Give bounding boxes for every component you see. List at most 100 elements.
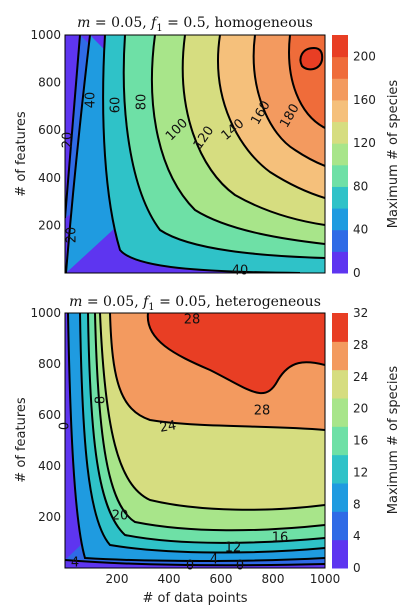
contour-line bbox=[109, 313, 325, 431]
contour-line bbox=[94, 313, 325, 532]
colorbar-tick-label: 0 bbox=[353, 561, 361, 575]
contour-label: 0 bbox=[58, 422, 73, 430]
colorbar-band bbox=[332, 229, 348, 252]
y-tick-label: 800 bbox=[38, 76, 61, 90]
ylabel-top: # of features bbox=[14, 111, 29, 197]
chart-panel-top: m = 0.05, f1 = 0.5, homogeneous 20040060… bbox=[14, 15, 401, 280]
contour-band bbox=[147, 313, 325, 568]
contour-line bbox=[150, 35, 325, 245]
colorbar-band bbox=[332, 56, 348, 79]
contour-label: 0 bbox=[186, 559, 194, 574]
contour-label: 12 bbox=[225, 541, 242, 556]
xlabel-bottom: # of data points bbox=[142, 591, 247, 606]
colorbar-band bbox=[332, 35, 348, 58]
colorbar-band bbox=[332, 186, 348, 209]
x-tick-label: 400 bbox=[158, 572, 181, 586]
colorbar-label-bottom: Maximum # of species bbox=[386, 366, 401, 515]
colorbar-band bbox=[332, 208, 348, 231]
colorbar-band bbox=[332, 143, 348, 166]
x-tick-label: 800 bbox=[262, 572, 285, 586]
colorbar-band bbox=[332, 483, 348, 512]
colorbar-tick-label: 4 bbox=[353, 529, 361, 543]
colorbar-tick-label: 32 bbox=[353, 306, 368, 320]
colorbar-band bbox=[332, 398, 348, 427]
colorbar-tick-label: 16 bbox=[353, 434, 368, 448]
colorbar-tick-label: 24 bbox=[353, 370, 368, 384]
x-tick-label: 600 bbox=[210, 572, 233, 586]
colorbar-band bbox=[332, 341, 348, 371]
colorbar-tick-label: 8 bbox=[353, 497, 361, 511]
y-tick-label: 200 bbox=[38, 218, 61, 232]
colorbar-bottom: 0 4 8 12 16 20 24 28 32 bbox=[332, 306, 368, 575]
contour-line bbox=[299, 46, 324, 71]
colorbar-tick-label: 28 bbox=[353, 338, 368, 352]
y-tick-label: 200 bbox=[38, 510, 61, 524]
contour-label: 40 bbox=[232, 264, 249, 279]
colorbar-band bbox=[332, 164, 348, 187]
contour-line bbox=[99, 313, 325, 511]
contour-line bbox=[79, 313, 325, 554]
y-tick-label: 1000 bbox=[30, 28, 61, 42]
title-bottom: m = 0.05, f1 = 0.05, heterogeneous bbox=[69, 294, 321, 313]
contour-label: 4 bbox=[210, 553, 218, 568]
colorbar-band bbox=[332, 511, 348, 541]
colorbar-band bbox=[332, 369, 348, 399]
contour-line bbox=[65, 35, 91, 273]
contour-label: 0 bbox=[236, 559, 244, 574]
colorbar-band bbox=[332, 313, 348, 342]
y-tick-label: 1000 bbox=[30, 306, 61, 320]
colorbar-band bbox=[332, 99, 348, 123]
contour-line bbox=[217, 35, 325, 199]
colorbar-tick-label: 200 bbox=[353, 50, 376, 64]
chart-panel-bottom: m = 0.05, f1 = 0.05, heterogeneous 20040… bbox=[14, 294, 401, 606]
contour-line bbox=[65, 35, 81, 219]
colorbar-band bbox=[332, 426, 348, 456]
contour-label: 28 bbox=[254, 404, 271, 419]
contour-label: 20 bbox=[61, 132, 76, 149]
colorbar-band bbox=[332, 454, 348, 484]
contour-label: 8 bbox=[94, 396, 109, 404]
colorbar-tick-label: 40 bbox=[353, 223, 368, 237]
contour-line bbox=[67, 313, 325, 562]
x-tick-label: 1000 bbox=[310, 572, 341, 586]
contour-line bbox=[87, 313, 325, 544]
colorbar-tick-label: 120 bbox=[353, 136, 376, 150]
colorbar-band bbox=[332, 539, 348, 569]
contour-label: 20 bbox=[65, 227, 80, 244]
contour-line bbox=[252, 35, 325, 167]
colorbar-tick-label: 12 bbox=[353, 465, 368, 479]
contour-band bbox=[300, 48, 323, 70]
colorbar-label-top: Maximum # of species bbox=[386, 80, 401, 229]
ylabel-bottom: # of features bbox=[14, 397, 29, 483]
y-tick-label: 400 bbox=[38, 459, 61, 473]
y-tick-label: 600 bbox=[38, 123, 61, 137]
colorbar-band bbox=[332, 78, 348, 101]
contour-band bbox=[289, 35, 325, 273]
y-tick-label: 400 bbox=[38, 171, 61, 185]
contour-line bbox=[181, 35, 325, 226]
contour-plot-top bbox=[65, 35, 325, 273]
contour-line bbox=[102, 35, 301, 273]
colorbar-tick-label: 160 bbox=[353, 93, 376, 107]
colorbar-tick-label: 80 bbox=[353, 179, 368, 193]
contour-label: 28 bbox=[184, 313, 201, 328]
colorbar-tick-label: 20 bbox=[353, 402, 368, 416]
contour-label: 16 bbox=[272, 531, 289, 546]
contour-label: 40 bbox=[84, 92, 99, 109]
contour-line bbox=[146, 313, 325, 395]
contour-plot-bottom bbox=[65, 313, 325, 568]
contour-line bbox=[65, 559, 325, 567]
contour-label: 24 bbox=[159, 418, 178, 436]
contour-line bbox=[122, 35, 325, 259]
y-tick-label: 800 bbox=[38, 357, 61, 371]
colorbar-top: 0 40 80 120 160 200 bbox=[332, 35, 376, 280]
contour-label: 4 bbox=[71, 556, 79, 571]
contour-label: 80 bbox=[135, 94, 150, 111]
contour-label: 20 bbox=[112, 509, 129, 524]
contour-label: 60 bbox=[109, 97, 124, 114]
title-top: m = 0.05, f1 = 0.5, homogeneous bbox=[77, 15, 313, 34]
colorbar-tick-label: 0 bbox=[353, 266, 361, 280]
colorbar-band bbox=[332, 251, 348, 274]
x-tick-label: 200 bbox=[106, 572, 129, 586]
